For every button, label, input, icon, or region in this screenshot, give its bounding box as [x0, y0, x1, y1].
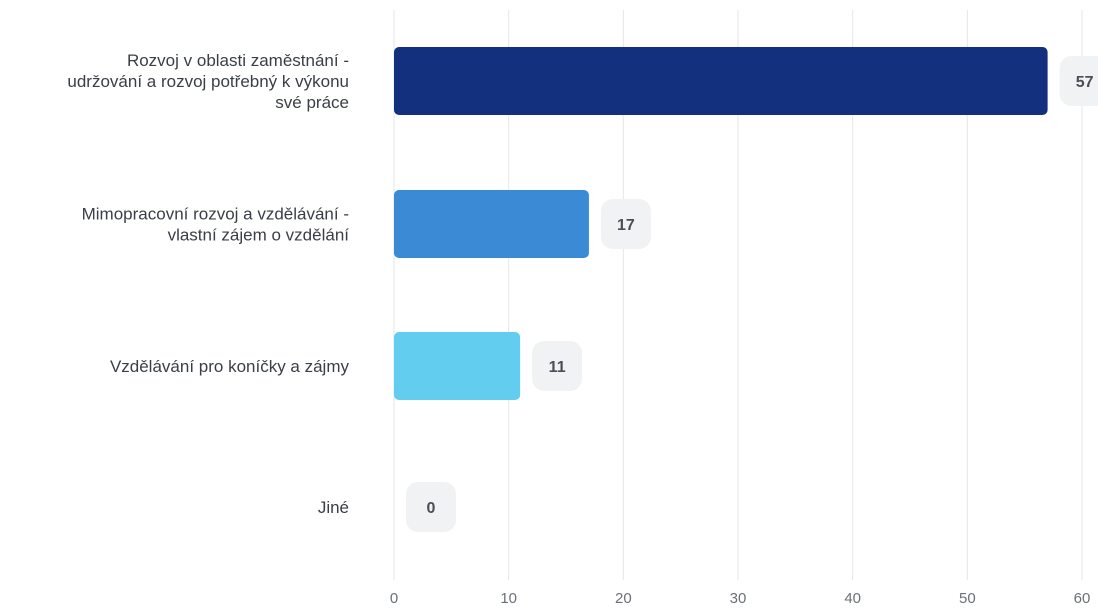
- x-tick-label: 60: [1074, 590, 1091, 607]
- category-label-line: Rozvoj v oblasti zaměstnání -: [127, 51, 349, 70]
- value-label: 0: [427, 500, 436, 517]
- x-tick-label: 20: [615, 590, 632, 607]
- x-tick-label: 40: [844, 590, 861, 607]
- value-labels: 57 17 11 0: [406, 56, 1098, 532]
- category-label-line: Mimopracovní rozvoj a vzdělávání -: [82, 205, 349, 224]
- x-tick-label: 50: [959, 590, 976, 607]
- category-label: Vzdělávání pro koníčky a zájmy: [110, 357, 350, 376]
- category-labels: Rozvoj v oblasti zaměstnání - udržování a…: [67, 51, 349, 517]
- category-label-line: vlastní zájem o vzdělání: [168, 226, 350, 245]
- x-tick-label: 0: [390, 590, 398, 607]
- value-label: 57: [1076, 74, 1094, 91]
- bar[interactable]: [394, 190, 589, 258]
- bar[interactable]: [394, 332, 520, 400]
- category-label: Jiné: [318, 498, 349, 517]
- bars: [394, 47, 1048, 400]
- category-label-line: své práce: [275, 93, 349, 112]
- category-label-line: udržování a rozvoj potřebný k výkonu: [67, 72, 349, 91]
- bar[interactable]: [394, 47, 1048, 115]
- category-label-line: Vzdělávání pro koníčky a zájmy: [110, 357, 350, 376]
- category-label: Rozvoj v oblasti zaměstnání - udržování a…: [67, 51, 349, 112]
- value-label: 17: [617, 217, 635, 234]
- x-tick-label: 10: [500, 590, 517, 607]
- x-axis-ticks: 0 10 20 30 40 50 60: [390, 590, 1091, 607]
- value-label: 11: [549, 359, 566, 376]
- category-label-line: Jiné: [318, 498, 349, 517]
- x-tick-label: 30: [730, 590, 747, 607]
- category-label: Mimopracovní rozvoj a vzdělávání - vlastn…: [82, 205, 350, 245]
